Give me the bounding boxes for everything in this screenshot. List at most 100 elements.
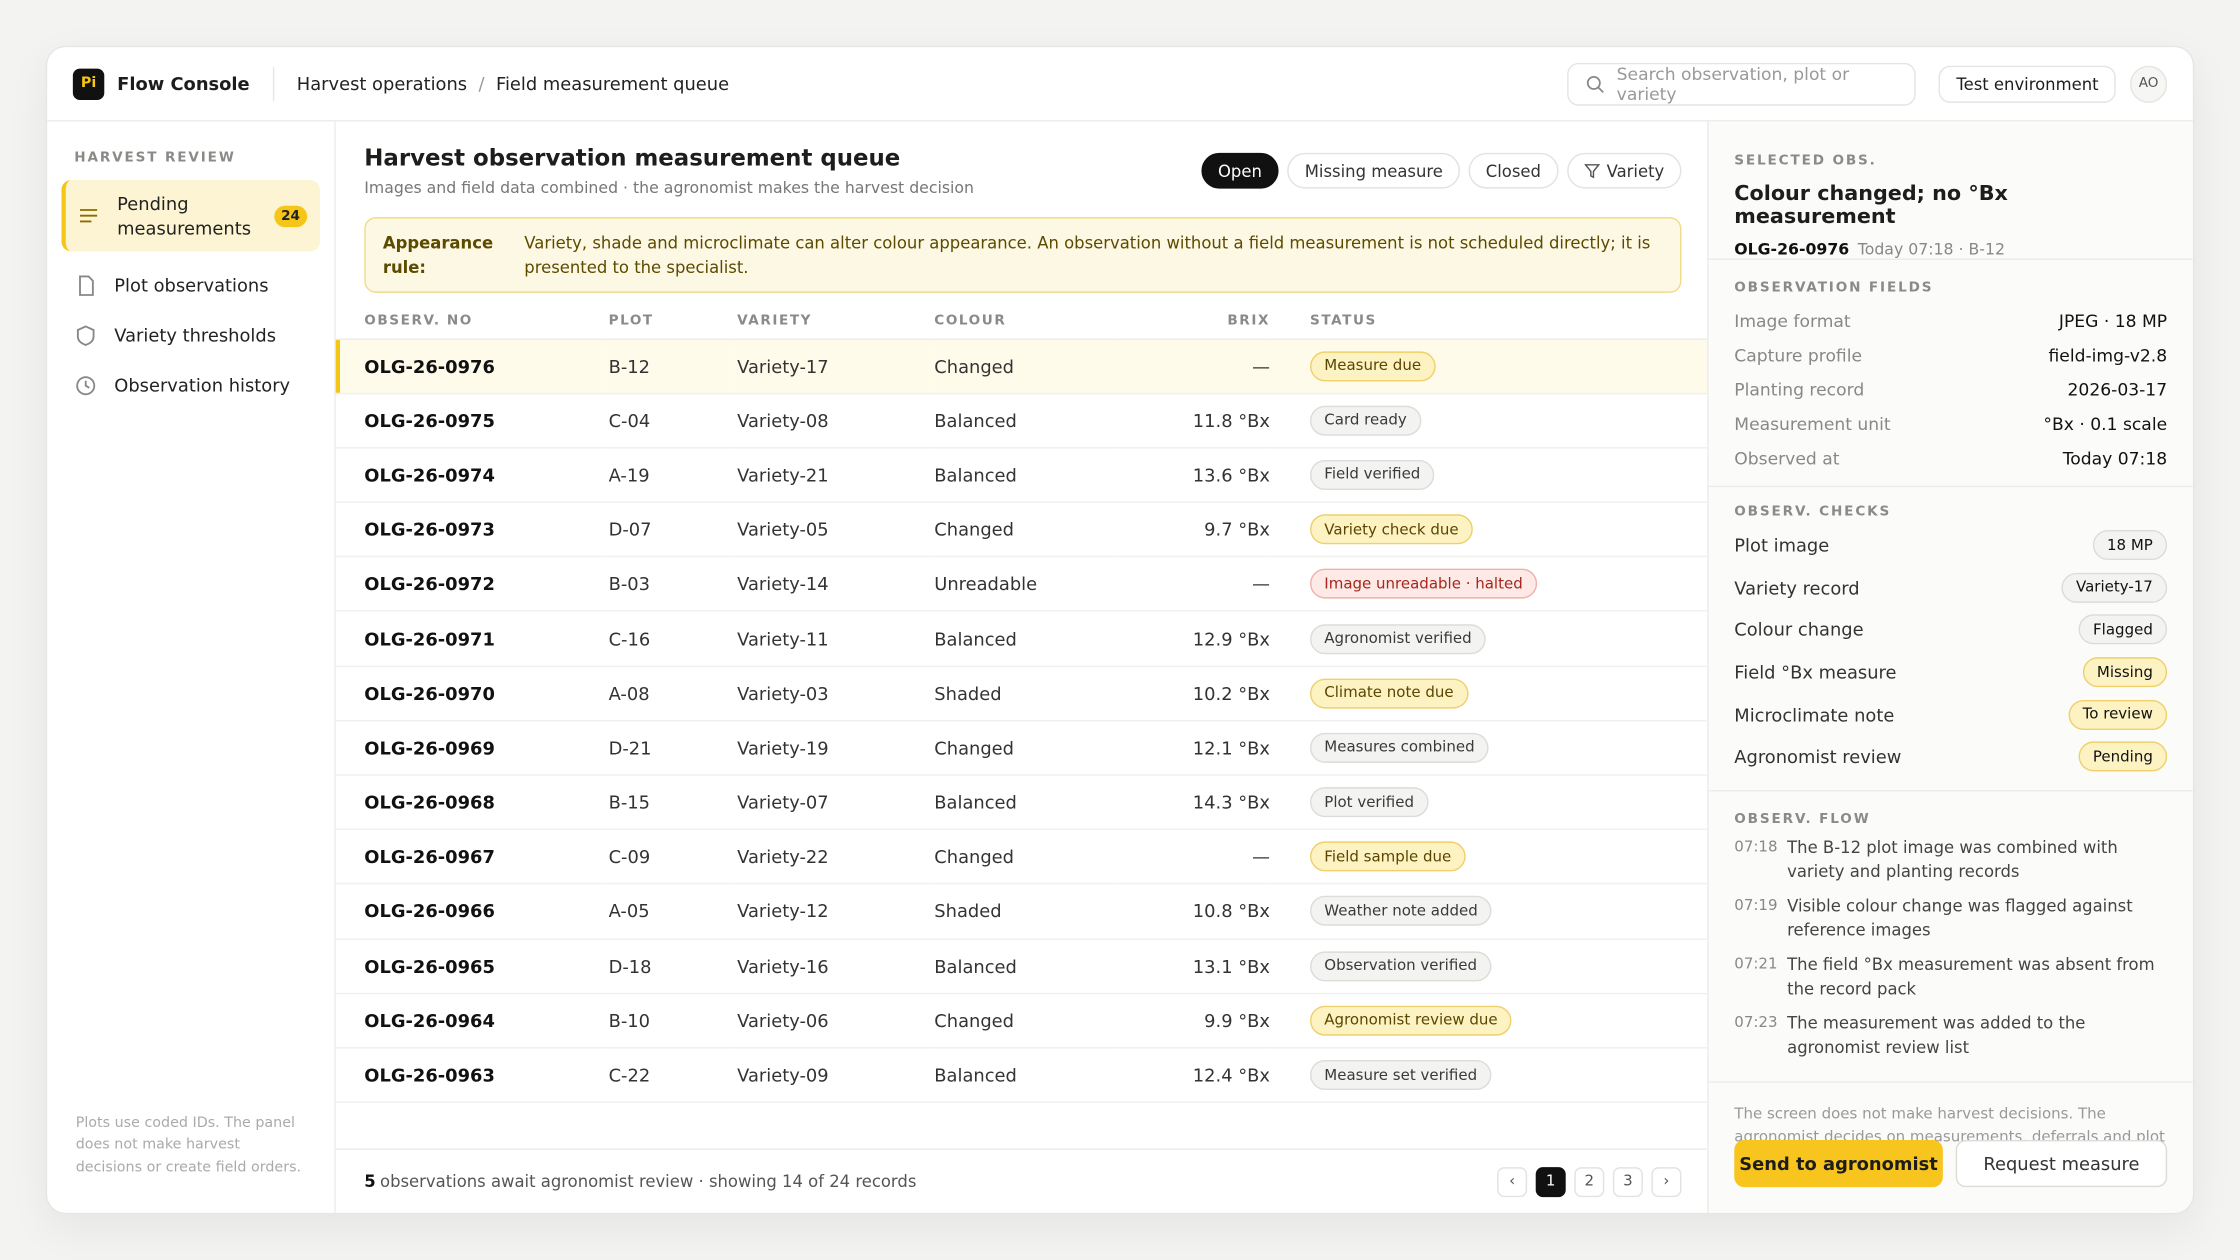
cell: 12.9 °Bx: [1118, 611, 1272, 667]
status-pill: Variety check due: [1309, 514, 1473, 545]
queue-table: OBSERV. NO PLOT VARIETY COLOUR BRIX STATUS OLG…: [335, 304, 1709, 1104]
flow-text: The B-12 plot image was combined with va…: [1787, 837, 2118, 882]
table-row[interactable]: OLG-26-0976 B-12 Variety-17 Changed — Measure…: [335, 338, 1709, 394]
table-row[interactable]: OLG-26-0967 C-09 Variety-22 Changed — Field s…: [335, 829, 1709, 885]
detail-panel: SELECTED OBS. Colour changed; no °Bx meas…: [1707, 121, 2193, 1213]
nav-item[interactable]: Plot observations: [61, 260, 320, 310]
nav-icon: [76, 375, 96, 395]
status-pill: Plot verified: [1309, 787, 1429, 818]
section-label: OBSERVATION FIELDS: [1734, 279, 1934, 296]
status-cell: Observation verified: [1271, 938, 1709, 994]
check-pill: 18 MP: [2092, 530, 2168, 561]
filter-button[interactable]: Variety: [1566, 152, 1682, 189]
primary-button[interactable]: Send to agronomist: [1734, 1139, 1943, 1188]
avatar[interactable]: AO: [2129, 64, 2168, 103]
nav-item[interactable]: Pending measurements 24: [61, 179, 320, 252]
status-cell: Measure set verified: [1271, 1047, 1709, 1104]
table-row[interactable]: OLG-26-0972 B-03 Variety-14 Unreadable — Imag…: [335, 556, 1709, 613]
filter-button[interactable]: Closed: [1468, 152, 1559, 189]
queue-panel: Harvest observation measurement queue Im…: [335, 121, 1710, 1212]
cell: D-18: [607, 938, 736, 994]
table-row[interactable]: OLG-26-0965 D-18 Variety-16 Balanced 13.1 °B…: [335, 938, 1709, 994]
table-row[interactable]: OLG-26-0973 D-07 Variety-05 Changed 9.7 °Bx V…: [335, 502, 1709, 558]
flow-time: 07:21: [1734, 955, 1778, 973]
table-row[interactable]: OLG-26-0963 C-22 Variety-09 Balanced 12.4 °B…: [335, 1047, 1709, 1104]
status-cell: Card ready: [1271, 393, 1709, 449]
prev-page[interactable]: ‹: [1497, 1166, 1528, 1197]
cell: Variety-21: [735, 447, 933, 503]
cell: Shaded: [932, 884, 1119, 940]
sidebar: HARVEST REVIEW Pending measurements 24 Plo…: [47, 121, 336, 1213]
nav-label: Pending measurements: [117, 192, 252, 239]
cell: Balanced: [932, 774, 1119, 831]
field-value: JPEG · 18 MP: [2058, 311, 2168, 332]
table-row[interactable]: OLG-26-0969 D-21 Variety-19 Changed 12.1 °Bx…: [335, 720, 1709, 776]
cell: OLG-26-0963: [335, 1047, 608, 1104]
cell: C-22: [607, 1047, 736, 1104]
observation-id: OLG-26-0976: [1734, 239, 1850, 259]
badge: 24: [273, 204, 308, 227]
cell: Variety-16: [735, 938, 933, 994]
section-label: HARVEST REVIEW: [74, 149, 236, 166]
cell: OLG-26-0967: [335, 829, 608, 885]
cell: Changed: [932, 829, 1119, 885]
section-label: OBSERV. FLOW: [1734, 811, 1871, 828]
table-row[interactable]: OLG-26-0974 A-19 Variety-21 Balanced 13.6 °B…: [335, 447, 1709, 503]
cell: OLG-26-0964: [335, 993, 608, 1049]
subtitle: Images and field data combined · the agr…: [364, 178, 974, 198]
check-row: Microclimate note To review: [1734, 693, 2168, 735]
next-page[interactable]: ›: [1651, 1166, 1682, 1197]
count: 5: [364, 1171, 376, 1192]
check-row: Colour change Flagged: [1734, 609, 2168, 651]
page-button[interactable]: 3: [1612, 1166, 1643, 1197]
page-button[interactable]: 2: [1574, 1166, 1605, 1197]
page-button[interactable]: 1: [1535, 1166, 1566, 1197]
cell: OLG-26-0976: [335, 338, 608, 394]
status-pill: Field verified: [1309, 459, 1435, 490]
field-row: Capture profile field-img-v2.8: [1734, 339, 2167, 373]
cell: OLG-26-0968: [335, 774, 608, 831]
table-row[interactable]: OLG-26-0971 C-16 Variety-11 Balanced 12.9 °B…: [335, 611, 1709, 667]
cell: B-03: [607, 556, 736, 613]
table-row[interactable]: OLG-26-0968 B-15 Variety-07 Balanced 14.3 °B…: [335, 774, 1709, 831]
nav-item[interactable]: Observation history: [61, 360, 320, 410]
app-name[interactable]: Flow Console: [117, 72, 250, 95]
cell: A-19: [607, 447, 736, 503]
check-pill: Missing: [2082, 657, 2168, 688]
cell: Variety-11: [735, 611, 933, 667]
search-icon: [1587, 75, 1605, 93]
nav-icon: [76, 324, 95, 346]
status-pill: Image unreadable · halted: [1309, 569, 1538, 600]
flow-text: Visible colour change was flagged agains…: [1787, 895, 2133, 940]
table-row[interactable]: OLG-26-0975 C-04 Variety-08 Balanced 11.8 °B…: [335, 393, 1709, 449]
checks-section: OBSERV. CHECKS Plot image 18 MP Variety rec…: [1708, 487, 2193, 792]
flow-item: 07:21 The field °Bx measurement was absen…: [1734, 953, 2167, 1002]
cell: Variety-12: [735, 884, 933, 940]
search-box[interactable]: Search observation, plot or variety: [1567, 62, 1917, 105]
cell: 9.9 °Bx: [1118, 993, 1272, 1049]
environment-button[interactable]: Test environment: [1939, 64, 2116, 103]
cell: B-12: [607, 338, 736, 394]
flow-time: 07:18: [1734, 838, 1778, 856]
pagination: ‹ 1 2 3 ›: [1497, 1166, 1682, 1197]
cell: D-21: [607, 720, 736, 776]
filter-button[interactable]: Missing measure: [1287, 152, 1461, 189]
cell: 11.8 °Bx: [1118, 393, 1272, 449]
check-pill: Pending: [2078, 741, 2168, 772]
nav-item[interactable]: Variety thresholds: [61, 310, 320, 360]
filter-button[interactable]: Open: [1200, 152, 1280, 189]
cell: OLG-26-0966: [335, 884, 608, 940]
secondary-button[interactable]: Request measure: [1955, 1139, 2168, 1188]
breadcrumb[interactable]: Harvest operations: [296, 72, 468, 95]
cell: OLG-26-0973: [335, 502, 608, 558]
divider: [272, 66, 274, 101]
table-row[interactable]: OLG-26-0966 A-05 Variety-12 Shaded 10.8 °Bx W…: [335, 884, 1709, 940]
flow-item: 07:18 The B-12 plot image was combined wi…: [1734, 836, 2167, 885]
column-header: OBSERV. NO: [335, 304, 608, 340]
cell: 12.1 °Bx: [1118, 720, 1272, 776]
table-row[interactable]: OLG-26-0970 A-08 Variety-03 Shaded 10.2 °Bx C…: [335, 665, 1709, 722]
cell: Variety-06: [735, 993, 933, 1049]
table-row[interactable]: OLG-26-0964 B-10 Variety-06 Changed 9.9 °Bx A…: [335, 993, 1709, 1049]
filter-label: Missing measure: [1304, 160, 1443, 181]
